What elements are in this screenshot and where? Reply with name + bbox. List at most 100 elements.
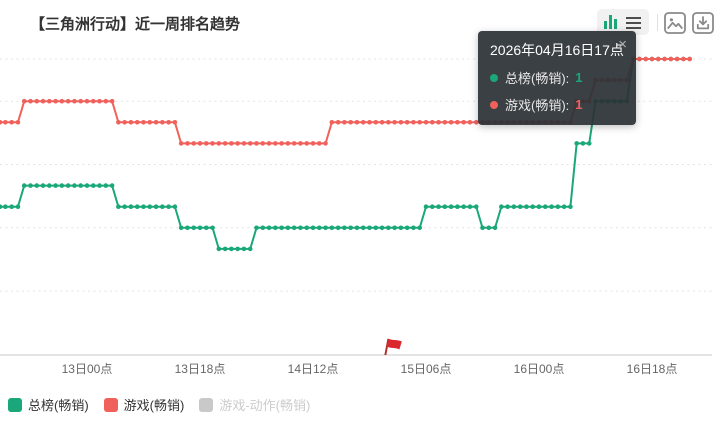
data-point[interactable] bbox=[21, 183, 27, 188]
data-point[interactable] bbox=[40, 98, 46, 104]
data-point[interactable] bbox=[542, 204, 548, 209]
data-point[interactable] bbox=[379, 120, 385, 125]
data-point[interactable] bbox=[235, 246, 240, 252]
data-point[interactable] bbox=[480, 225, 485, 231]
data-point[interactable] bbox=[103, 98, 109, 104]
data-point[interactable] bbox=[298, 225, 303, 231]
data-point[interactable] bbox=[241, 141, 247, 146]
data-point[interactable] bbox=[40, 183, 46, 188]
data-point[interactable] bbox=[448, 120, 454, 125]
data-point[interactable] bbox=[637, 56, 642, 62]
data-point[interactable] bbox=[536, 204, 542, 209]
flag-icon[interactable] bbox=[386, 338, 402, 350]
data-point[interactable] bbox=[417, 120, 423, 125]
data-point[interactable] bbox=[279, 225, 284, 231]
data-point[interactable] bbox=[549, 204, 554, 209]
data-point[interactable] bbox=[486, 225, 492, 231]
data-point[interactable] bbox=[103, 183, 109, 188]
data-point[interactable] bbox=[285, 141, 291, 146]
data-point[interactable] bbox=[203, 225, 209, 231]
data-point[interactable] bbox=[316, 225, 322, 231]
data-point[interactable] bbox=[197, 225, 203, 231]
data-point[interactable] bbox=[291, 225, 297, 231]
data-point[interactable] bbox=[436, 120, 441, 125]
data-point[interactable] bbox=[429, 204, 435, 209]
data-point[interactable] bbox=[285, 225, 291, 231]
save-image-icon[interactable] bbox=[663, 11, 687, 35]
data-point[interactable] bbox=[229, 246, 234, 252]
data-point[interactable] bbox=[166, 204, 171, 209]
data-point[interactable] bbox=[141, 204, 146, 209]
data-point[interactable] bbox=[379, 225, 385, 231]
data-point[interactable] bbox=[323, 141, 328, 146]
data-point[interactable] bbox=[260, 141, 266, 146]
data-point[interactable] bbox=[229, 141, 234, 146]
data-point[interactable] bbox=[373, 120, 379, 125]
data-point[interactable] bbox=[360, 120, 366, 125]
data-point[interactable] bbox=[28, 98, 33, 104]
data-point[interactable] bbox=[0, 204, 3, 209]
data-point[interactable] bbox=[134, 204, 140, 209]
data-point[interactable] bbox=[423, 204, 429, 209]
data-point[interactable] bbox=[323, 225, 328, 231]
data-point[interactable] bbox=[197, 141, 203, 146]
data-point[interactable] bbox=[254, 225, 259, 231]
data-point[interactable] bbox=[580, 141, 586, 146]
data-point[interactable] bbox=[568, 204, 573, 209]
legend-item-game-bestseller[interactable]: 游戏(畅销) bbox=[103, 395, 184, 414]
bar-chart-icon[interactable] bbox=[604, 15, 617, 29]
data-point[interactable] bbox=[90, 98, 96, 104]
data-point[interactable] bbox=[3, 120, 8, 125]
data-point[interactable] bbox=[310, 225, 316, 231]
data-point[interactable] bbox=[166, 120, 171, 125]
data-point[interactable] bbox=[335, 120, 341, 125]
data-point[interactable] bbox=[266, 141, 272, 146]
data-point[interactable] bbox=[455, 204, 460, 209]
data-point[interactable] bbox=[373, 225, 379, 231]
data-point[interactable] bbox=[109, 183, 115, 188]
data-point[interactable] bbox=[367, 120, 372, 125]
data-point[interactable] bbox=[116, 120, 121, 125]
data-point[interactable] bbox=[128, 120, 134, 125]
data-point[interactable] bbox=[517, 204, 523, 209]
data-point[interactable] bbox=[153, 120, 159, 125]
data-point[interactable] bbox=[260, 225, 266, 231]
data-point[interactable] bbox=[681, 56, 686, 62]
data-point[interactable] bbox=[241, 246, 247, 252]
data-point[interactable] bbox=[3, 204, 8, 209]
data-point[interactable] bbox=[455, 120, 460, 125]
data-point[interactable] bbox=[65, 98, 71, 104]
data-point[interactable] bbox=[354, 225, 360, 231]
data-point[interactable] bbox=[122, 204, 127, 209]
data-point[interactable] bbox=[185, 225, 190, 231]
data-point[interactable] bbox=[28, 183, 33, 188]
data-point[interactable] bbox=[429, 120, 435, 125]
data-point[interactable] bbox=[21, 98, 27, 104]
data-point[interactable] bbox=[222, 141, 228, 146]
data-point[interactable] bbox=[411, 120, 416, 125]
data-point[interactable] bbox=[172, 120, 178, 125]
data-point[interactable] bbox=[273, 225, 278, 231]
data-point[interactable] bbox=[342, 225, 347, 231]
data-point[interactable] bbox=[291, 141, 297, 146]
data-point[interactable] bbox=[354, 120, 360, 125]
data-point[interactable] bbox=[668, 56, 674, 62]
data-point[interactable] bbox=[367, 225, 372, 231]
data-point[interactable] bbox=[0, 120, 3, 125]
data-point[interactable] bbox=[329, 120, 335, 125]
data-point[interactable] bbox=[247, 246, 253, 252]
data-point[interactable] bbox=[555, 204, 561, 209]
legend-item-game-action-bestseller[interactable]: 游戏-动作(畅销) bbox=[199, 395, 310, 414]
data-point[interactable] bbox=[398, 225, 404, 231]
data-point[interactable] bbox=[147, 204, 153, 209]
data-point[interactable] bbox=[335, 225, 341, 231]
data-point[interactable] bbox=[524, 204, 529, 209]
data-point[interactable] bbox=[9, 204, 14, 209]
data-point[interactable] bbox=[586, 141, 592, 146]
data-point[interactable] bbox=[348, 225, 353, 231]
data-point[interactable] bbox=[134, 120, 140, 125]
data-point[interactable] bbox=[386, 120, 391, 125]
data-point[interactable] bbox=[417, 225, 423, 231]
data-point[interactable] bbox=[53, 183, 58, 188]
